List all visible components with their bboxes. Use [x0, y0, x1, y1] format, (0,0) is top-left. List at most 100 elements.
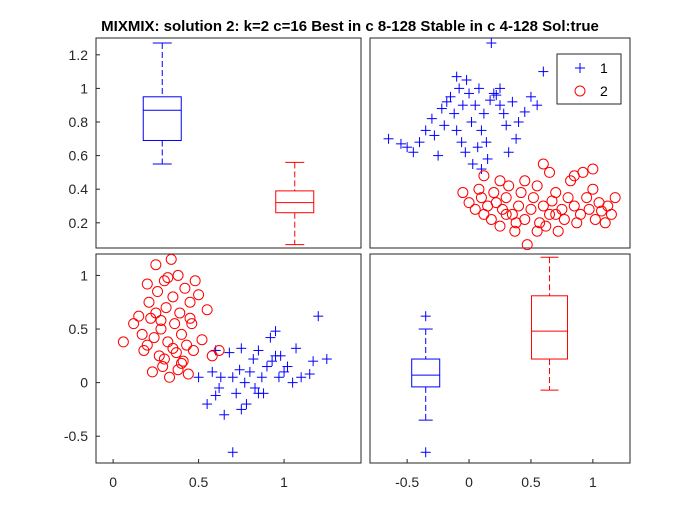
data-point-plus — [476, 164, 487, 175]
data-point-circle — [201, 304, 213, 316]
data-point-plus — [464, 88, 475, 99]
data-point-plus — [498, 108, 509, 119]
data-point-plus — [227, 372, 238, 383]
data-point-plus — [239, 377, 250, 388]
data-point-circle — [157, 361, 169, 373]
data-point-plus — [291, 343, 302, 354]
data-point-plus — [236, 404, 247, 415]
data-point-plus — [265, 332, 276, 343]
data-point-circle — [196, 334, 208, 346]
data-point-circle — [187, 344, 199, 356]
ytick-label: 0.6 — [69, 148, 89, 164]
data-point-plus — [308, 356, 319, 367]
data-point-circle — [534, 217, 546, 229]
data-point-circle — [478, 170, 490, 182]
panel-frame — [95, 37, 362, 249]
data-point-circle — [552, 225, 564, 237]
panel-bottom-right: -0.5 0 0.5 1 — [369, 253, 631, 490]
data-point-circle — [184, 312, 196, 324]
data-point-circle — [537, 158, 549, 170]
data-point-plus — [304, 369, 315, 380]
panel-frame — [369, 253, 631, 464]
data-point-circle — [133, 310, 145, 322]
data-point-circle — [177, 355, 189, 367]
legend: 1 2 — [556, 53, 622, 105]
data-point-circle — [581, 192, 593, 204]
data-point-circle — [574, 208, 586, 220]
data-point-circle — [500, 192, 512, 204]
data-point-plus — [395, 138, 406, 149]
legend-label-1: 1 — [600, 60, 608, 76]
data-point-plus — [250, 382, 260, 393]
data-point-circle — [599, 217, 611, 229]
data-point-circle — [184, 296, 196, 308]
data-point-plus — [495, 100, 505, 111]
data-point-circle — [531, 180, 543, 192]
legend-entry-1: 1 — [575, 60, 608, 76]
data-point-circle — [605, 208, 617, 220]
data-point-circle — [515, 187, 527, 199]
data-point-circle — [141, 339, 153, 351]
data-point-plus — [248, 354, 259, 365]
data-point-plus — [456, 137, 467, 148]
data-point-plus — [488, 88, 499, 99]
data-point-circle — [537, 200, 549, 212]
data-point-circle — [138, 344, 150, 356]
data-point-circle — [146, 366, 158, 378]
xtick-label: 1 — [280, 474, 288, 490]
data-point-plus — [467, 159, 478, 169]
data-point-plus — [507, 96, 518, 107]
data-point-plus — [279, 366, 290, 377]
data-point-plus — [449, 108, 460, 119]
data-point-plus — [481, 137, 492, 148]
legend-label-2: 2 — [600, 83, 608, 99]
data-point-circle — [521, 239, 533, 251]
data-point-circle — [172, 364, 184, 376]
data-point-plus — [408, 147, 419, 158]
data-point-plus — [420, 125, 431, 136]
data-point-circle — [150, 259, 162, 271]
data-point-circle — [540, 220, 552, 232]
data-point-circle — [181, 339, 193, 351]
data-point-plus — [457, 100, 468, 111]
figure-title: MIXMIX: solution 2: k=2 c=16 Best in c 8… — [101, 18, 599, 35]
data-point-circle — [463, 197, 475, 209]
data-point-circle — [544, 166, 556, 178]
data-point-plus — [273, 372, 284, 383]
legend-entry-2: 2 — [574, 83, 608, 99]
data-point-circle — [186, 318, 198, 330]
data-point-circle — [589, 213, 601, 225]
data-point-circle — [164, 371, 176, 383]
data-point-circle — [587, 183, 599, 195]
legend-box — [556, 53, 622, 105]
data-point-plus — [234, 364, 245, 375]
data-point-circle — [488, 187, 500, 199]
data-point-circle — [155, 323, 167, 335]
data-point-plus — [445, 91, 456, 102]
data-point-plus — [495, 83, 505, 94]
data-point-circle — [494, 220, 506, 232]
data-point-plus — [261, 361, 272, 372]
data-point-circle — [509, 225, 521, 237]
data-point-circle — [167, 291, 179, 303]
data-point-circle — [609, 192, 621, 204]
data-point-plus — [202, 399, 213, 410]
data-point-plus — [214, 382, 225, 393]
xtick-label: 0 — [465, 474, 473, 490]
data-point-circle — [527, 192, 539, 204]
ytick-label: 1 — [80, 80, 88, 96]
data-point-circle — [174, 307, 186, 319]
data-point-circle — [136, 328, 148, 340]
data-point-circle — [583, 203, 595, 215]
box-iqr — [142, 96, 182, 141]
data-point-circle — [519, 175, 531, 187]
data-point-circle — [162, 272, 174, 284]
box-outlier — [420, 311, 431, 322]
data-point-plus — [244, 366, 255, 377]
data-point-circle — [510, 217, 522, 229]
data-point-plus — [532, 100, 543, 111]
box-group-2 — [275, 161, 315, 246]
legend-marker-circle — [574, 85, 586, 97]
data-point-plus — [313, 311, 324, 322]
xtick-label: 0.5 — [189, 474, 209, 490]
